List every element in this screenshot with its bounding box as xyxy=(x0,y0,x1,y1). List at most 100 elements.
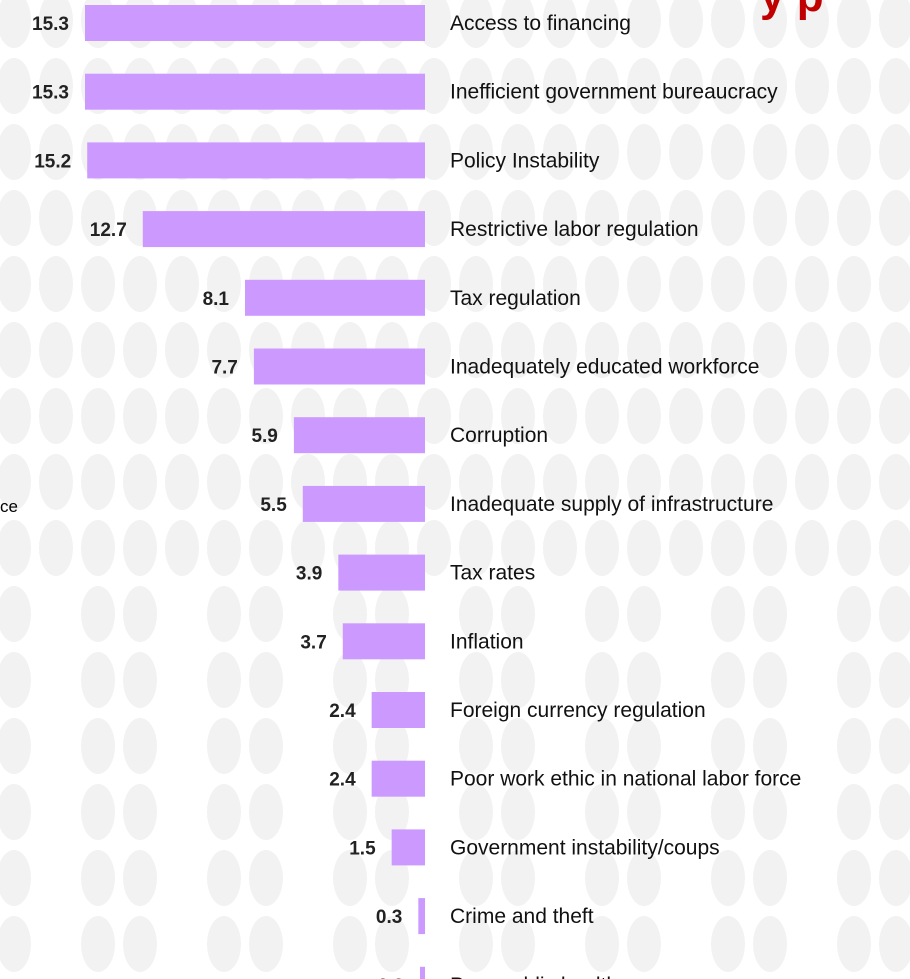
value-label: 5.9 xyxy=(251,426,277,447)
background-dot xyxy=(81,586,115,642)
background-dot xyxy=(585,256,619,312)
background-dot xyxy=(501,916,535,972)
category-label: Access to financing xyxy=(450,12,631,35)
background-dot xyxy=(837,784,871,840)
background-dot xyxy=(165,520,199,576)
background-dot xyxy=(753,124,787,180)
background-dot xyxy=(669,388,703,444)
background-dot xyxy=(879,784,910,840)
category-label: Poor work ethic in national labor force xyxy=(450,768,801,791)
background-dot xyxy=(81,718,115,774)
background-dot xyxy=(249,718,283,774)
background-dot xyxy=(81,454,115,510)
background-dot xyxy=(711,256,745,312)
background-dot xyxy=(879,58,910,114)
background-dot xyxy=(249,454,283,510)
background-dot xyxy=(585,0,619,48)
background-dot xyxy=(543,124,577,180)
background-dot xyxy=(543,388,577,444)
background-dot xyxy=(585,916,619,972)
background-dot xyxy=(417,520,451,576)
background-dot xyxy=(879,586,910,642)
background-dot xyxy=(459,190,493,246)
category-label: Poor public health xyxy=(450,974,618,979)
background-dot xyxy=(0,916,31,972)
background-dot xyxy=(795,520,829,576)
background-dot xyxy=(753,652,787,708)
background-dot xyxy=(627,586,661,642)
background-dot xyxy=(123,322,157,378)
background-dot xyxy=(711,388,745,444)
background-dot xyxy=(123,520,157,576)
bar xyxy=(245,279,425,316)
background-dot xyxy=(627,520,661,576)
background-dot xyxy=(837,520,871,576)
background-dot xyxy=(543,256,577,312)
background-dot xyxy=(417,322,451,378)
value-label: 2.4 xyxy=(329,770,356,791)
background-dot xyxy=(459,718,493,774)
background-dot xyxy=(123,256,157,312)
background-dot xyxy=(585,190,619,246)
background-dot xyxy=(879,850,910,906)
value-label: 0.3 xyxy=(376,907,402,928)
background-dot xyxy=(669,322,703,378)
category-label: Restrictive labor regulation xyxy=(450,218,699,241)
category-label: Inefficient government bureaucracy xyxy=(450,81,778,104)
background-dot xyxy=(837,850,871,906)
background-dot xyxy=(711,652,745,708)
background-dot xyxy=(0,322,31,378)
background-dot xyxy=(501,0,535,48)
background-dot xyxy=(543,322,577,378)
background-dot xyxy=(795,454,829,510)
background-dot xyxy=(165,322,199,378)
background-dot xyxy=(123,784,157,840)
background-dot xyxy=(375,718,409,774)
background-dot xyxy=(795,0,829,48)
background-dot xyxy=(753,586,787,642)
background-dot xyxy=(585,652,619,708)
background-dot xyxy=(753,784,787,840)
bar xyxy=(338,554,425,591)
category-label: Corruption xyxy=(450,424,548,447)
background-dot xyxy=(249,520,283,576)
background-dot xyxy=(375,916,409,972)
background-dot xyxy=(753,916,787,972)
background-dot xyxy=(501,190,535,246)
background-dot xyxy=(627,124,661,180)
background-dot xyxy=(879,124,910,180)
background-dot xyxy=(249,652,283,708)
background-dot xyxy=(837,586,871,642)
background-dot xyxy=(627,454,661,510)
background-dot xyxy=(39,256,73,312)
background-dot xyxy=(585,586,619,642)
background-dot xyxy=(39,322,73,378)
background-dot xyxy=(0,586,31,642)
background-dot xyxy=(81,652,115,708)
background-dot xyxy=(585,454,619,510)
background-dot xyxy=(459,322,493,378)
category-label: Tax rates xyxy=(450,562,535,585)
value-label: 5.5 xyxy=(260,495,287,516)
background-dot xyxy=(837,388,871,444)
background-dot xyxy=(333,718,367,774)
background-dot xyxy=(627,58,661,114)
background-dot xyxy=(459,784,493,840)
background-dot xyxy=(543,58,577,114)
background-dot xyxy=(543,190,577,246)
background-dot xyxy=(501,388,535,444)
background-dot xyxy=(123,718,157,774)
background-dot xyxy=(123,454,157,510)
background-dot xyxy=(333,850,367,906)
value-label: 3.9 xyxy=(296,564,322,585)
background-dot xyxy=(711,586,745,642)
background-dot xyxy=(0,388,31,444)
bar xyxy=(85,5,425,41)
bar xyxy=(371,760,425,797)
background-dot xyxy=(711,718,745,774)
background-dot xyxy=(501,58,535,114)
background-dot xyxy=(0,652,31,708)
background-dot xyxy=(207,520,241,576)
background-dot xyxy=(459,388,493,444)
